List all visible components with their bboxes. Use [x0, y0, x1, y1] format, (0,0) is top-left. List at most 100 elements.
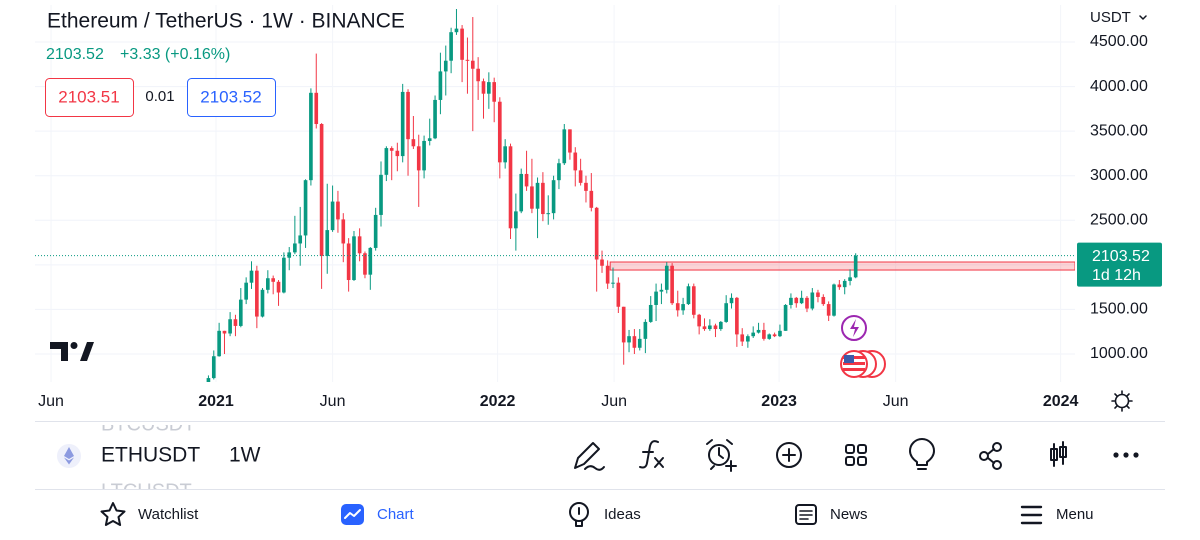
bid-price[interactable]: 2103.51	[58, 87, 119, 106]
plus-icon[interactable]	[782, 448, 796, 462]
candle-body	[578, 170, 583, 183]
chart-icon-line[interactable]	[344, 509, 361, 519]
share-lines[interactable]	[987, 448, 995, 464]
sell-button[interactable]: 2103.51	[45, 78, 134, 117]
candle-body	[643, 321, 648, 339]
indicators-tool[interactable]	[639, 440, 664, 469]
more-tool[interactable]	[1113, 452, 1139, 458]
candle-body	[244, 282, 248, 300]
symbol-below[interactable]: LTCUSDT	[101, 480, 192, 502]
symbol[interactable]: ETHUSDT	[101, 444, 200, 467]
fx-icon[interactable]	[639, 440, 664, 469]
x-tick-label: Jun	[320, 393, 346, 410]
symbol-above[interactable]: BTCUSDT	[101, 413, 195, 435]
nav-menu[interactable]: Menu	[1020, 505, 1094, 525]
axes: 1000.001500.002000.002500.003000.003500.…	[38, 33, 1162, 410]
grid-icon[interactable]	[845, 456, 855, 466]
grid-icon[interactable]	[857, 456, 867, 466]
settings-button[interactable]	[1111, 390, 1133, 412]
nav-watchlist[interactable]: Watchlist	[100, 502, 200, 526]
bulb-icon[interactable]	[909, 438, 935, 470]
currency[interactable]: USDT	[1090, 9, 1131, 26]
buy-button[interactable]: 2103.52	[187, 78, 276, 117]
dot[interactable]	[1113, 452, 1119, 458]
candle-body[interactable]	[1059, 446, 1067, 458]
nav-label[interactable]: Watchlist	[138, 506, 199, 523]
candle-body	[794, 297, 799, 304]
nav-label[interactable]: News	[830, 506, 868, 523]
chevron[interactable]	[1139, 15, 1147, 20]
candle-body	[508, 146, 513, 229]
candle-body	[611, 282, 615, 284]
drawing-tool[interactable]	[574, 442, 605, 471]
interval[interactable]: 1W	[229, 444, 261, 467]
candle-body[interactable]	[1050, 448, 1058, 461]
candle-body	[470, 60, 475, 69]
star-icon[interactable]	[100, 502, 126, 526]
event-icon[interactable]	[841, 315, 867, 341]
nav-ideas[interactable]: Ideas	[569, 502, 641, 527]
menu-icon[interactable]	[1020, 505, 1043, 525]
ideas-icon[interactable]	[569, 502, 589, 522]
share-node[interactable]	[979, 451, 989, 461]
x-tick-label: Jun	[883, 393, 909, 410]
candle-body	[735, 297, 739, 335]
candle-body	[266, 278, 270, 290]
candle-body	[826, 304, 831, 316]
candle-body	[433, 99, 437, 139]
gear-ring[interactable]	[1114, 393, 1130, 409]
chart-type-tool[interactable]	[1050, 441, 1067, 467]
logo-part	[70, 342, 78, 349]
plus-circle[interactable]	[776, 442, 802, 468]
candle-body	[282, 257, 286, 293]
buy-box[interactable]	[187, 78, 276, 117]
alarm-plus[interactable]	[725, 460, 737, 472]
symbol-picker[interactable]: BTCUSDT LTCUSDT	[101, 413, 195, 502]
ideas-icon[interactable]	[575, 507, 583, 527]
candle-wicks[interactable]	[1053, 441, 1064, 467]
eth-icon	[57, 444, 81, 468]
candle-body	[379, 174, 383, 215]
alert-tool[interactable]	[706, 439, 737, 472]
grid-icon[interactable]	[857, 444, 867, 454]
x-tick-label: Jun	[38, 393, 64, 410]
grid-icon[interactable]	[845, 444, 855, 454]
gear-teeth[interactable]	[1111, 390, 1133, 412]
y-tick-label: 1500.00	[1090, 301, 1148, 318]
economic-events[interactable]	[840, 350, 886, 378]
ask-price[interactable]: 2103.52	[200, 87, 261, 106]
candle-body	[616, 282, 621, 307]
x-tick-label: 2021	[198, 393, 234, 410]
currency-dropdown[interactable]: USDT	[1090, 9, 1147, 26]
alarm-face[interactable]	[708, 444, 730, 466]
nav-label[interactable]: Ideas	[604, 506, 641, 523]
candle-body	[238, 299, 243, 326]
candle-body	[568, 129, 572, 153]
share-node[interactable]	[992, 460, 1002, 470]
candle-body	[487, 82, 491, 94]
nav-news[interactable]: News	[795, 504, 868, 525]
layout-tool[interactable]	[845, 444, 867, 466]
dot[interactable]	[1123, 452, 1129, 458]
pencil-icon[interactable]	[574, 442, 605, 471]
sell-box[interactable]	[45, 78, 134, 117]
ideas-tool[interactable]	[909, 438, 935, 470]
price-tag-value: 2103.52	[1092, 248, 1150, 265]
dot[interactable]	[1133, 452, 1139, 458]
candle-body	[837, 284, 842, 288]
alarm-icon[interactable]	[706, 439, 733, 470]
news-icon[interactable]	[795, 504, 817, 525]
candle-body	[524, 173, 529, 187]
nav-label[interactable]: Menu	[1056, 506, 1094, 523]
add-tool[interactable]	[776, 442, 802, 468]
candle-body	[783, 304, 788, 331]
candle-body	[681, 304, 685, 311]
candle-body	[659, 289, 664, 292]
nav-label[interactable]: Chart	[377, 506, 415, 523]
news-lines[interactable]	[799, 510, 813, 520]
share-node[interactable]	[992, 442, 1002, 452]
candle-body	[497, 101, 502, 163]
lightning[interactable]	[850, 319, 859, 337]
nav-chart[interactable]: Chart	[341, 504, 415, 525]
share-tool[interactable]	[979, 442, 1002, 470]
